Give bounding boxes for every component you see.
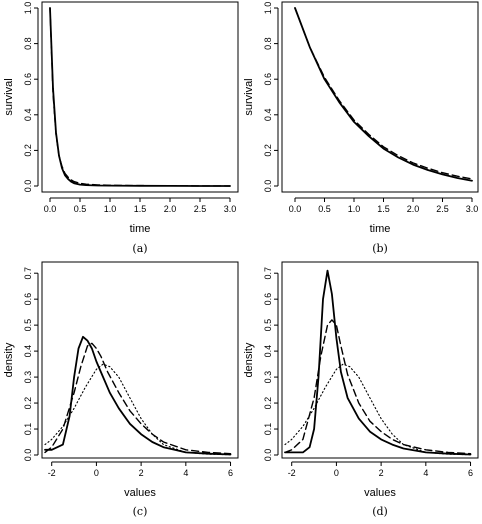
- series-line-dashed: [294, 7, 473, 180]
- plot-frame: [281, 1, 479, 193]
- x-tick-label: 4: [183, 468, 188, 478]
- x-tick-label: 3.0: [466, 204, 479, 214]
- y-axis-title: density: [243, 342, 255, 377]
- y-tick-label: 0.4: [23, 109, 33, 122]
- y-tick-label: 1.0: [263, 2, 273, 15]
- plot-frame: [41, 261, 239, 459]
- x-tick-label: 0.0: [289, 204, 302, 214]
- y-tick-label: 0.2: [263, 397, 273, 410]
- panel-caption: (c): [133, 505, 148, 518]
- y-tick-label: 0.1: [263, 423, 273, 436]
- y-tick-label: 0.2: [23, 397, 33, 410]
- y-tick-label: 0.6: [23, 73, 33, 86]
- series-line-dotted: [44, 363, 232, 456]
- y-tick-label: 0.2: [23, 144, 33, 157]
- plot-frame: [281, 261, 479, 459]
- y-tick-label: 0.7: [23, 267, 33, 280]
- y-tick-label: 0.8: [263, 37, 273, 50]
- series-line-dashed: [49, 7, 231, 187]
- x-tick-label: 6: [468, 468, 473, 478]
- y-tick-label: 0.3: [23, 371, 33, 384]
- x-tick-label: 2.0: [407, 204, 420, 214]
- panel-caption: (a): [132, 242, 147, 255]
- x-tick-label: 2: [379, 468, 384, 478]
- panel-b: 0.0 0.5 1.0 1.5 2.0 2.5 3.0 0.0 0.2 0.4 0.6 0.8 1.0 t…: [243, 1, 479, 255]
- y-tick-label: 0.0: [23, 180, 33, 193]
- x-tick-label: 0.5: [74, 204, 87, 214]
- x-tick-label: 2.5: [436, 204, 449, 214]
- y-tick-label: 0.5: [23, 319, 33, 332]
- y-tick-label: 0.8: [23, 37, 33, 50]
- x-tick-label: 2.5: [194, 204, 207, 214]
- y-tick-label: 0.3: [263, 371, 273, 384]
- x-axis-title: values: [124, 487, 156, 499]
- series-line-solid: [284, 269, 472, 456]
- x-tick-label: 2.0: [164, 204, 177, 214]
- x-tick-label: 1.0: [348, 204, 361, 214]
- series-line-solid: [49, 7, 231, 187]
- x-tick-label: 0: [334, 468, 339, 478]
- y-axis-title: density: [3, 342, 15, 377]
- y-tick-label: 0.6: [23, 293, 33, 306]
- x-tick-label: 2: [139, 468, 144, 478]
- x-tick-label: 4: [423, 468, 428, 478]
- x-tick-label: -2: [48, 468, 56, 478]
- x-tick-label: 0.0: [44, 204, 57, 214]
- x-tick-label: 1.0: [104, 204, 117, 214]
- y-tick-label: 0.6: [263, 293, 273, 306]
- panel-caption: (d): [372, 505, 388, 518]
- plot-frame: [41, 1, 239, 193]
- y-tick-label: 0.2: [263, 144, 273, 157]
- x-tick-label: 1.5: [377, 204, 390, 214]
- x-axis-title: values: [364, 487, 396, 499]
- panel-caption: (b): [372, 242, 388, 255]
- series-line-dashed: [44, 342, 232, 455]
- y-tick-label: 0.7: [263, 267, 273, 280]
- y-axis-title: survival: [3, 78, 15, 115]
- x-tick-label: 3.0: [224, 204, 237, 214]
- x-tick-label: 0: [94, 468, 99, 478]
- panel-a: 0.0 0.5 1.0 1.5 2.0 2.5 3.0 0.0 0.2 0.4 0.6 0.8 1.0 t…: [3, 1, 239, 255]
- y-tick-label: 0.4: [263, 109, 273, 122]
- y-axis-title: survival: [243, 78, 255, 115]
- x-tick-label: 1.5: [134, 204, 147, 214]
- y-tick-label: 0.6: [263, 73, 273, 86]
- series-line-solid: [44, 335, 232, 456]
- y-tick-label: 0.0: [263, 449, 273, 462]
- x-axis-title: time: [130, 223, 151, 235]
- y-tick-label: 0.5: [263, 319, 273, 332]
- y-tick-label: 1.0: [23, 2, 33, 15]
- panel-c: -2 0 2 4 6 0.0 0.1 0.2 0.3 0.4 0.5 0.6 0.7 values dens…: [3, 261, 239, 518]
- x-axis-title: time: [370, 223, 391, 235]
- x-tick-label: 6: [228, 468, 233, 478]
- series-line-dotted: [284, 363, 472, 456]
- x-tick-label: 0.5: [318, 204, 331, 214]
- panel-d: -2 0 2 4 6 0.0 0.1 0.2 0.3 0.4 0.5 0.6 0.7 values dens…: [243, 261, 479, 518]
- series-line-solid: [294, 7, 473, 182]
- y-tick-label: 0.4: [263, 345, 273, 358]
- y-tick-label: 0.0: [263, 180, 273, 193]
- y-tick-label: 0.4: [23, 345, 33, 358]
- y-tick-label: 0.0: [23, 449, 33, 462]
- x-tick-label: -2: [288, 468, 296, 478]
- y-tick-label: 0.1: [23, 423, 33, 436]
